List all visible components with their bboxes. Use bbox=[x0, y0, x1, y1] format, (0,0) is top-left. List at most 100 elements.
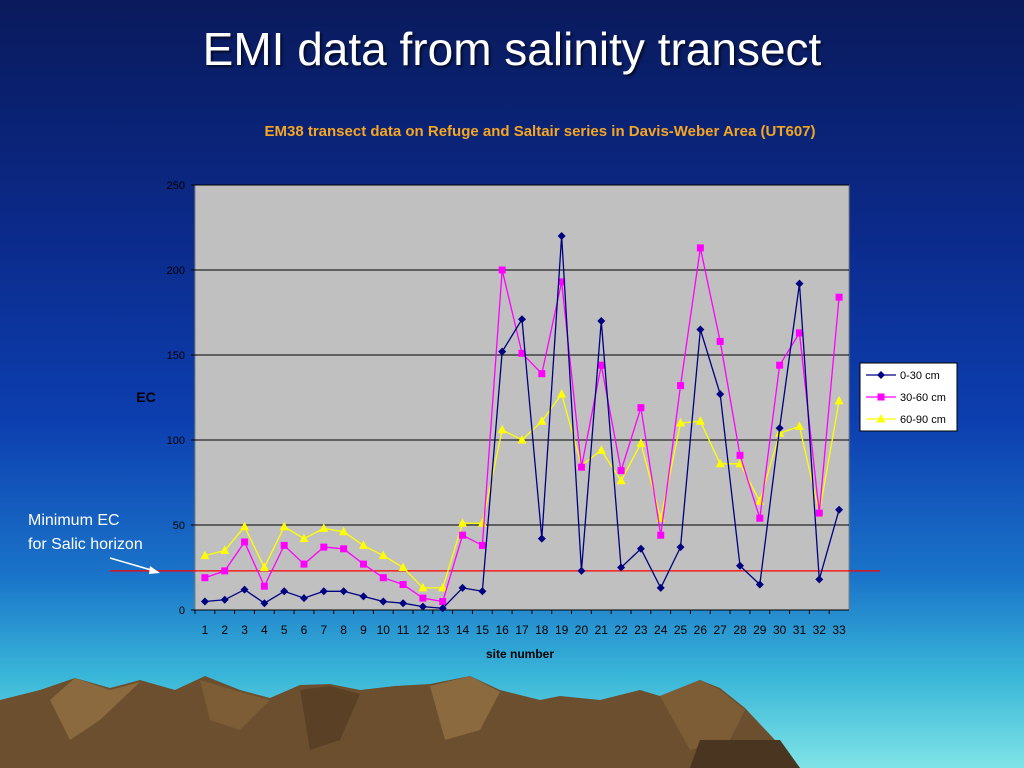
data-point bbox=[260, 599, 269, 608]
data-point bbox=[200, 550, 210, 560]
data-point bbox=[597, 317, 606, 325]
data-point bbox=[280, 541, 288, 549]
data-point bbox=[656, 583, 665, 592]
series bbox=[200, 232, 844, 613]
x-tick-label: 13 bbox=[436, 623, 450, 637]
data-point bbox=[477, 518, 487, 527]
x-tick-label: 22 bbox=[614, 623, 628, 637]
data-point bbox=[221, 567, 229, 575]
x-tick-label: 8 bbox=[340, 623, 347, 637]
y-axis-label: EC bbox=[136, 389, 155, 405]
data-point bbox=[438, 582, 448, 592]
x-tick-label: 18 bbox=[535, 623, 549, 637]
data-point bbox=[617, 563, 626, 572]
data-point bbox=[398, 562, 408, 571]
data-point bbox=[418, 602, 427, 611]
data-point bbox=[835, 293, 843, 301]
x-tick-label: 20 bbox=[575, 623, 589, 637]
x-tick-label: 4 bbox=[261, 623, 268, 637]
y-tick-label: 100 bbox=[167, 435, 185, 447]
series-30-60-cm bbox=[201, 244, 843, 605]
data-point bbox=[280, 587, 289, 596]
data-point bbox=[379, 597, 388, 606]
data-point bbox=[220, 545, 230, 554]
x-tick-label: 29 bbox=[753, 623, 767, 637]
data-point bbox=[677, 382, 685, 390]
data-point bbox=[636, 438, 646, 447]
data-point bbox=[320, 543, 328, 551]
x-tick-label: 9 bbox=[360, 623, 367, 637]
data-point bbox=[498, 347, 507, 356]
y-tick-label: 200 bbox=[167, 265, 185, 277]
data-point bbox=[815, 509, 823, 517]
x-tick-label: 30 bbox=[773, 623, 787, 637]
x-tick-label: 26 bbox=[694, 623, 708, 637]
data-point bbox=[696, 244, 704, 252]
y-tick-label: 0 bbox=[179, 605, 185, 617]
data-point bbox=[756, 514, 764, 522]
plot-area bbox=[194, 184, 850, 611]
x-tick-label: 28 bbox=[733, 623, 747, 637]
data-point bbox=[537, 416, 547, 425]
legend-marker bbox=[876, 414, 886, 423]
data-point bbox=[339, 526, 349, 536]
x-tick-label: 6 bbox=[301, 623, 308, 637]
y-tick-label: 250 bbox=[167, 180, 185, 192]
data-point bbox=[517, 435, 527, 444]
data-point bbox=[736, 451, 744, 459]
data-point bbox=[399, 581, 407, 588]
data-point bbox=[577, 566, 586, 575]
x-tick-label: 23 bbox=[634, 623, 648, 637]
data-point bbox=[220, 595, 229, 604]
data-point bbox=[240, 585, 249, 594]
data-point bbox=[558, 278, 566, 286]
x-tick-label: 10 bbox=[377, 623, 391, 637]
data-point bbox=[696, 325, 705, 334]
data-point bbox=[795, 329, 803, 337]
x-tick-label: 21 bbox=[595, 623, 609, 637]
data-point bbox=[201, 574, 209, 582]
x-tick-label: 14 bbox=[456, 623, 470, 637]
data-point bbox=[557, 389, 567, 398]
data-point bbox=[399, 599, 408, 608]
series-0-30-cm bbox=[200, 232, 844, 613]
data-point bbox=[794, 421, 804, 430]
data-point bbox=[200, 597, 209, 606]
legend: 0-30 cm 30-60 cm 60-90 cm bbox=[859, 362, 958, 432]
x-tick-label: 19 bbox=[555, 623, 569, 637]
x-tick-label: 25 bbox=[674, 623, 688, 637]
data-point bbox=[695, 416, 705, 425]
x-tick-label: 33 bbox=[832, 623, 846, 637]
data-point bbox=[478, 541, 486, 549]
data-point bbox=[299, 533, 309, 543]
data-point bbox=[597, 361, 605, 369]
data-point bbox=[557, 232, 566, 240]
data-point bbox=[339, 587, 348, 596]
data-point bbox=[498, 266, 506, 274]
annotation-line1: Minimum EC bbox=[28, 512, 120, 529]
data-point bbox=[359, 592, 368, 601]
data-point bbox=[300, 594, 308, 603]
x-tick-label: 16 bbox=[496, 623, 510, 637]
x-tick-label: 12 bbox=[416, 623, 430, 637]
data-point bbox=[260, 582, 268, 590]
data-point bbox=[518, 315, 526, 324]
data-point bbox=[439, 598, 447, 605]
legend-label: 30-60 cm bbox=[900, 392, 946, 404]
data-point bbox=[438, 604, 447, 613]
x-tick-label: 17 bbox=[515, 623, 529, 637]
slide-title: EMI data from salinity transect bbox=[202, 23, 822, 75]
data-point bbox=[715, 458, 725, 468]
x-tick-label: 24 bbox=[654, 623, 668, 637]
data-point bbox=[418, 582, 428, 592]
y-tick-label: 50 bbox=[173, 520, 185, 532]
data-point bbox=[676, 418, 686, 427]
x-tick-label: 11 bbox=[397, 623, 410, 637]
data-point bbox=[340, 545, 348, 553]
data-point bbox=[577, 463, 585, 471]
data-point bbox=[319, 587, 328, 596]
data-point bbox=[458, 518, 468, 527]
data-point bbox=[259, 562, 269, 571]
